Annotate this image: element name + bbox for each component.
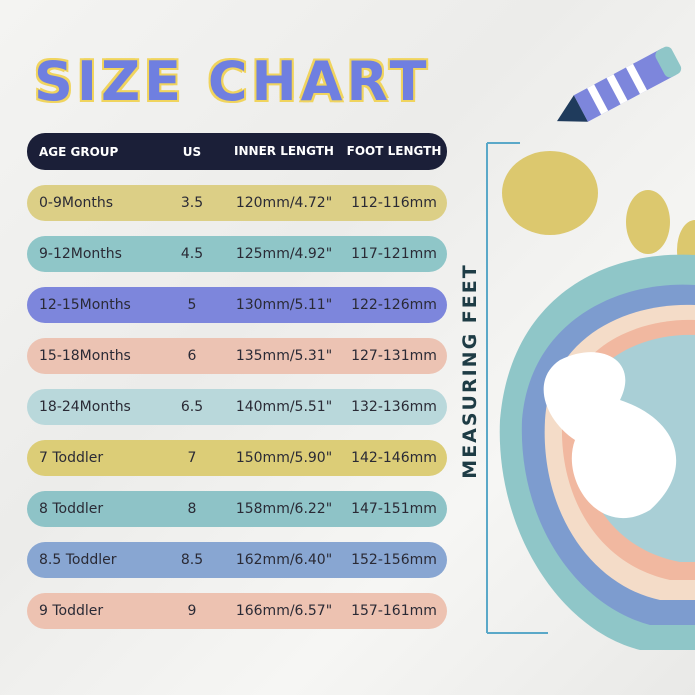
foot-length-cell: 122-126mm <box>351 297 437 313</box>
header-age-group: AGE GROUP <box>39 144 119 159</box>
age-cell: 7 Toddler <box>39 450 104 466</box>
inner-length-cell: 150mm/5.90" <box>235 450 333 466</box>
age-cell: 0-9Months <box>39 195 114 211</box>
page-title: SIZE CHART <box>33 49 431 114</box>
us-size-cell: 8 <box>187 501 197 517</box>
header-us: US <box>182 144 202 159</box>
age-cell: 9-12Months <box>39 246 122 262</box>
foot-length-cell: 147-151mm <box>351 501 437 517</box>
foot-length-cell: 127-131mm <box>351 348 437 364</box>
table-row: 15-18Months 6 135mm/5.31" 127-131mm <box>27 338 447 374</box>
table-row: 12-15Months 5 130mm/5.11" 122-126mm <box>27 287 447 323</box>
us-size-cell: 4.5 <box>180 246 204 262</box>
inner-length-cell: 166mm/6.57" <box>235 603 333 619</box>
age-cell: 8.5 Toddler <box>39 552 117 568</box>
table-row: 8.5 Toddler 8.5 162mm/6.40" 152-156mm <box>27 542 447 578</box>
age-cell: 12-15Months <box>39 297 131 313</box>
us-size-cell: 9 <box>187 603 197 619</box>
table-row: 8 Toddler 8 158mm/6.22" 147-151mm <box>27 491 447 527</box>
measuring-feet-text: MEASURING FEET <box>459 263 481 479</box>
inner-length-cell: 140mm/5.51" <box>235 399 333 415</box>
pencil-icon <box>557 46 682 122</box>
foot-length-cell: 132-136mm <box>351 399 437 415</box>
foot-length-cell: 112-116mm <box>351 195 437 211</box>
age-cell: 8 Toddler <box>39 501 104 517</box>
us-size-cell: 6 <box>187 348 197 364</box>
measuring-feet-label: MEASURING FEET <box>455 255 485 495</box>
age-cell: 9 Toddler <box>39 603 104 619</box>
us-size-cell: 5 <box>187 297 197 313</box>
header-foot-length: FOOT LENGTH <box>346 144 442 158</box>
us-size-cell: 6.5 <box>180 399 204 415</box>
foot-length-cell: 117-121mm <box>351 246 437 262</box>
us-size-cell: 3.5 <box>180 195 204 211</box>
table-row: 9-12Months 4.5 125mm/4.92" 117-121mm <box>27 236 447 272</box>
foot-length-cell: 157-161mm <box>351 603 437 619</box>
inner-length-cell: 125mm/4.92" <box>235 246 333 262</box>
table-row: 0-9Months 3.5 120mm/4.72" 112-116mm <box>27 185 447 221</box>
table-header: AGE GROUP US INNER LENGTH FOOT LENGTH <box>27 133 447 170</box>
table-row: 18-24Months 6.5 140mm/5.51" 132-136mm <box>27 389 447 425</box>
us-size-cell: 8.5 <box>180 552 204 568</box>
inner-length-cell: 120mm/4.72" <box>235 195 333 211</box>
table-row: 9 Toddler 9 166mm/6.57" 157-161mm <box>27 593 447 629</box>
inner-length-cell: 135mm/5.31" <box>235 348 333 364</box>
age-cell: 18-24Months <box>39 399 131 415</box>
us-size-cell: 7 <box>187 450 197 466</box>
header-inner-length: INNER LENGTH <box>234 144 334 158</box>
age-cell: 15-18Months <box>39 348 131 364</box>
inner-length-cell: 158mm/6.22" <box>235 501 333 517</box>
inner-length-cell: 162mm/6.40" <box>235 552 333 568</box>
inner-length-cell: 130mm/5.11" <box>235 297 333 313</box>
foot-length-cell: 152-156mm <box>351 552 437 568</box>
foot-length-cell: 142-146mm <box>351 450 437 466</box>
table-row: 7 Toddler 7 150mm/5.90" 142-146mm <box>27 440 447 476</box>
